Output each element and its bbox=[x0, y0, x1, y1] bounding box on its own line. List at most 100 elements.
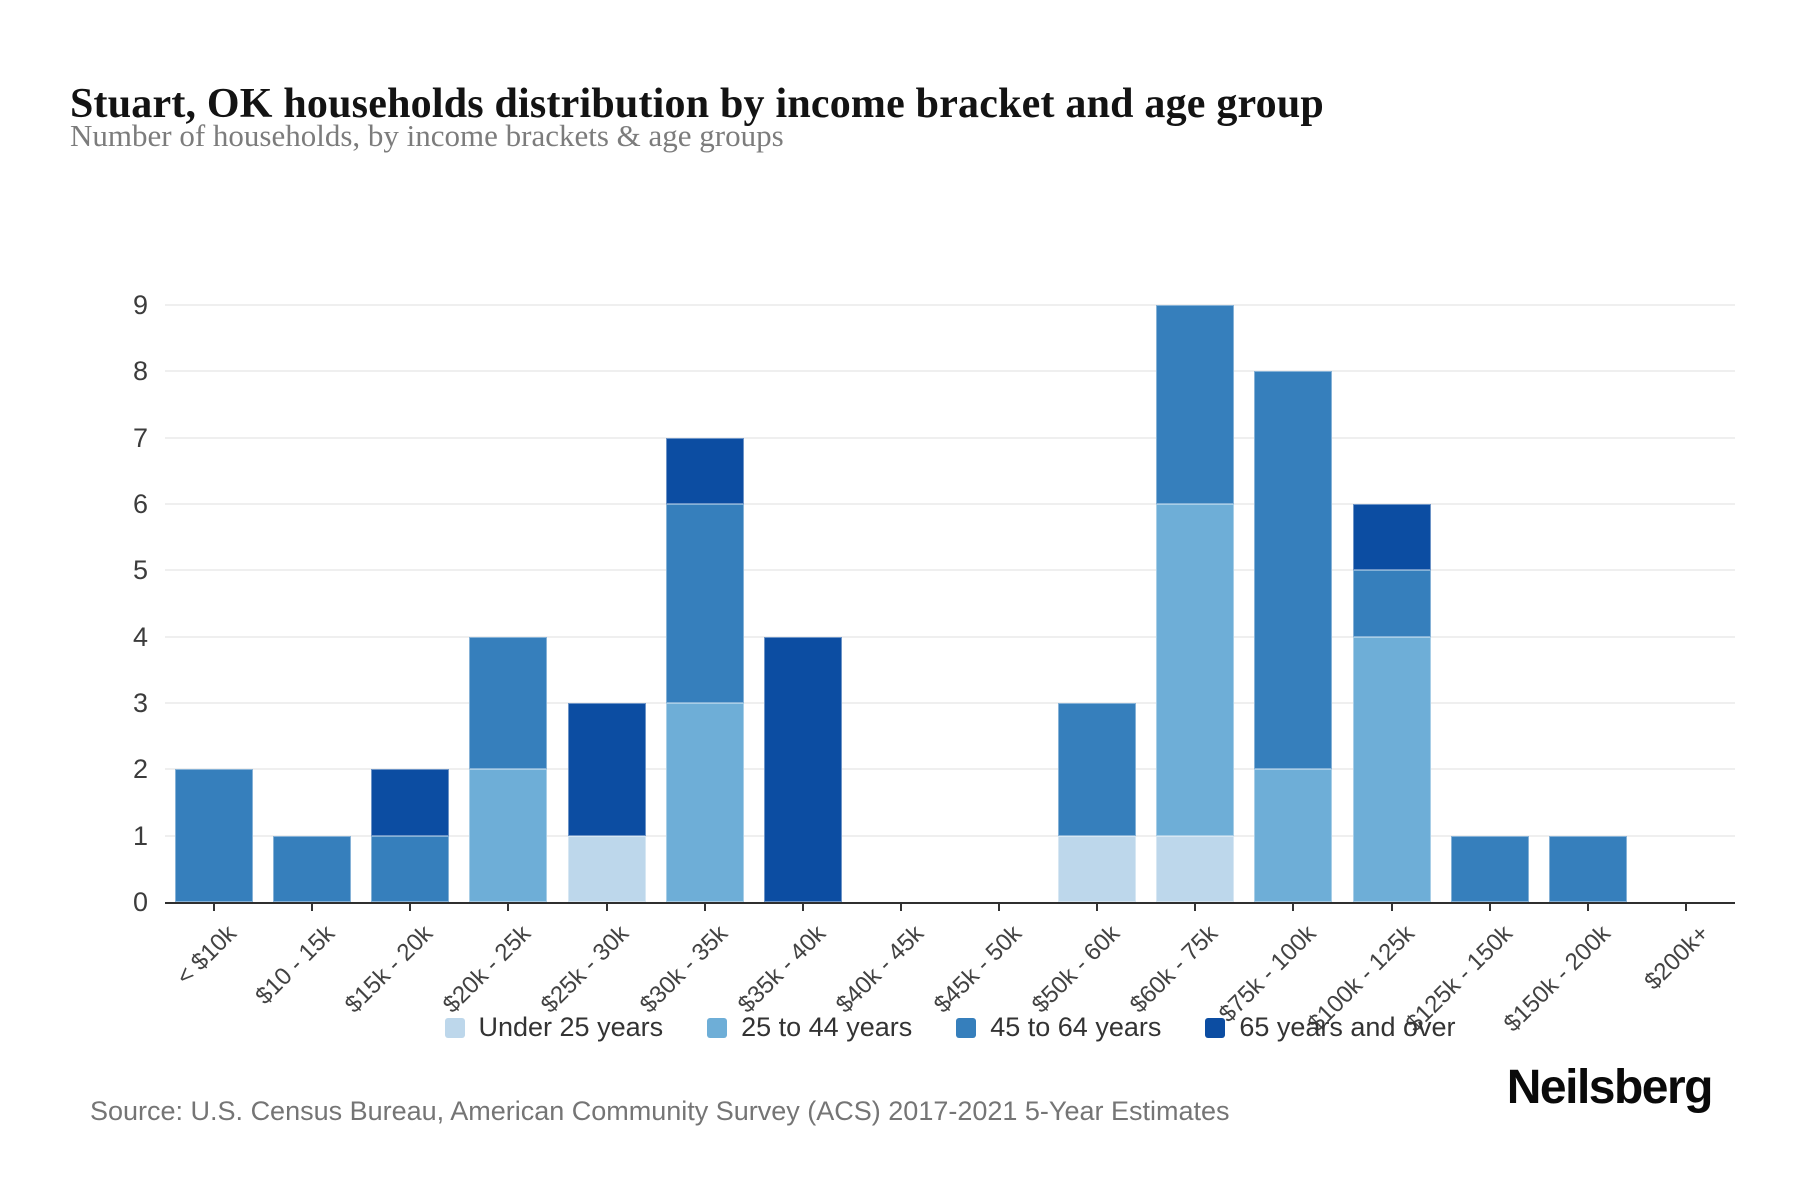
bar-slot bbox=[459, 305, 557, 902]
bar-slot bbox=[263, 305, 361, 902]
gridline bbox=[165, 436, 1735, 439]
bar-slot bbox=[165, 305, 263, 902]
y-axis-tick-label: 0 bbox=[132, 887, 148, 917]
gridline bbox=[165, 834, 1735, 837]
bar-slot bbox=[1441, 305, 1539, 902]
x-axis-tick-label: $50k - 60k bbox=[1026, 920, 1126, 1019]
x-axis-tick bbox=[1586, 904, 1589, 911]
bar-slot bbox=[1343, 305, 1441, 902]
bar-segment[interactable] bbox=[1352, 636, 1431, 902]
bar-slot bbox=[754, 305, 852, 902]
bar-slot bbox=[1146, 305, 1244, 902]
x-axis-tick bbox=[998, 904, 1001, 911]
x-axis-tick-label: $40k - 45k bbox=[830, 920, 930, 1019]
x-axis-tick bbox=[311, 904, 314, 911]
page-subtitle: Number of households, by income brackets… bbox=[70, 118, 784, 153]
legend-swatch-icon bbox=[1205, 1017, 1226, 1038]
y-axis-tick-label: 8 bbox=[132, 356, 148, 387]
legend-item[interactable]: Under 25 years bbox=[444, 1012, 664, 1043]
legend-swatch-icon bbox=[707, 1017, 728, 1038]
bar-segment[interactable] bbox=[1156, 504, 1235, 836]
x-axis-tick bbox=[1488, 904, 1491, 911]
x-axis-tick bbox=[213, 904, 216, 911]
bar-slot bbox=[1539, 305, 1637, 902]
bar-slot bbox=[1048, 305, 1146, 902]
x-axis-tick bbox=[1096, 904, 1099, 911]
bar-segment[interactable] bbox=[1352, 504, 1431, 571]
bar-segment[interactable] bbox=[1548, 835, 1627, 902]
y-axis-tick-label: 1 bbox=[132, 820, 148, 851]
bar-segment[interactable] bbox=[371, 835, 450, 902]
y-axis-tick-label: 5 bbox=[132, 555, 148, 586]
x-axis-tick-label: $15k - 20k bbox=[340, 920, 439, 1019]
legend-item[interactable]: 25 to 44 years bbox=[707, 1012, 912, 1043]
bar-segment[interactable] bbox=[1254, 371, 1333, 770]
x-axis-tick bbox=[1194, 904, 1197, 911]
bar-segment[interactable] bbox=[567, 835, 646, 902]
x-axis-tick-label: $200k+ bbox=[1638, 920, 1715, 996]
gridline bbox=[165, 304, 1735, 306]
bar-segment[interactable] bbox=[1156, 835, 1235, 902]
gridline bbox=[165, 702, 1735, 704]
x-axis-tick-label: $60k - 75k bbox=[1125, 920, 1224, 1019]
y-axis-tick-label: 2 bbox=[132, 754, 148, 785]
x-axis-tick bbox=[1390, 904, 1393, 911]
legend-label: 65 years and over bbox=[1239, 1012, 1456, 1042]
x-axis-tick bbox=[1292, 904, 1295, 911]
gridline bbox=[165, 768, 1735, 771]
x-axis-tick-label: $20k - 25k bbox=[438, 920, 537, 1019]
x-axis-tick bbox=[801, 904, 804, 911]
neilsberg-logo: Neilsberg bbox=[1506, 1061, 1714, 1114]
bar-segment[interactable] bbox=[1254, 769, 1333, 902]
x-axis-tick-label: $10 - 15k bbox=[250, 920, 341, 1010]
bar-segment[interactable] bbox=[1058, 703, 1137, 836]
x-axis-tick-label: $45k - 50k bbox=[928, 920, 1028, 1019]
legend-item[interactable]: 45 to 64 years bbox=[956, 1012, 1161, 1043]
legend-swatch-icon bbox=[444, 1017, 465, 1038]
bar-segment[interactable] bbox=[273, 835, 352, 902]
bar-segment[interactable] bbox=[175, 769, 254, 902]
x-axis-tick-label: < $10k bbox=[171, 920, 243, 991]
x-axis-tick bbox=[703, 904, 706, 911]
bar-slot bbox=[361, 305, 459, 902]
x-axis-tick-label: $35k - 40k bbox=[732, 920, 831, 1019]
bar-slot bbox=[852, 305, 950, 902]
bar-segment[interactable] bbox=[469, 769, 548, 902]
bar-segment[interactable] bbox=[1450, 835, 1529, 902]
legend-item[interactable]: 65 years and over bbox=[1205, 1012, 1456, 1043]
bar-segment[interactable] bbox=[763, 636, 842, 902]
bar-segment[interactable] bbox=[665, 437, 744, 504]
x-axis-tick-label: $30k - 35k bbox=[634, 920, 733, 1019]
bar-segment[interactable] bbox=[1156, 305, 1235, 504]
bar-slot bbox=[656, 305, 754, 902]
gridline bbox=[165, 370, 1735, 373]
bar-segment[interactable] bbox=[1058, 835, 1137, 902]
bar-segment[interactable] bbox=[1352, 570, 1431, 637]
x-axis-tick bbox=[1684, 904, 1687, 911]
gridline bbox=[165, 503, 1735, 505]
x-axis-line bbox=[165, 902, 1735, 904]
legend-label: 25 to 44 years bbox=[741, 1012, 913, 1042]
bar-slot bbox=[1637, 305, 1735, 902]
bar-segment[interactable] bbox=[567, 703, 646, 836]
x-axis-tick bbox=[507, 904, 510, 911]
page-title: Stuart, OK households distribution by in… bbox=[70, 81, 1324, 128]
bar-slot bbox=[950, 305, 1048, 902]
source-note: Source: U.S. Census Bureau, American Com… bbox=[90, 1096, 1230, 1126]
y-axis-tick-label: 9 bbox=[132, 290, 148, 320]
y-axis-tick-label: 3 bbox=[132, 688, 148, 718]
legend-label: 45 to 64 years bbox=[990, 1012, 1162, 1042]
bar-segment[interactable] bbox=[371, 769, 450, 836]
y-axis-tick-label: 4 bbox=[132, 621, 148, 652]
y-axis-tick-label: 7 bbox=[132, 422, 148, 453]
x-axis-tick bbox=[409, 904, 412, 911]
bar-segment[interactable] bbox=[469, 636, 548, 770]
legend-swatch-icon bbox=[956, 1017, 977, 1038]
bar-segment[interactable] bbox=[665, 504, 744, 703]
legend-label: Under 25 years bbox=[478, 1012, 664, 1042]
gridline bbox=[165, 569, 1735, 572]
bar-segment[interactable] bbox=[665, 703, 744, 902]
x-axis-tick bbox=[605, 904, 608, 911]
bar-slot bbox=[558, 305, 656, 902]
